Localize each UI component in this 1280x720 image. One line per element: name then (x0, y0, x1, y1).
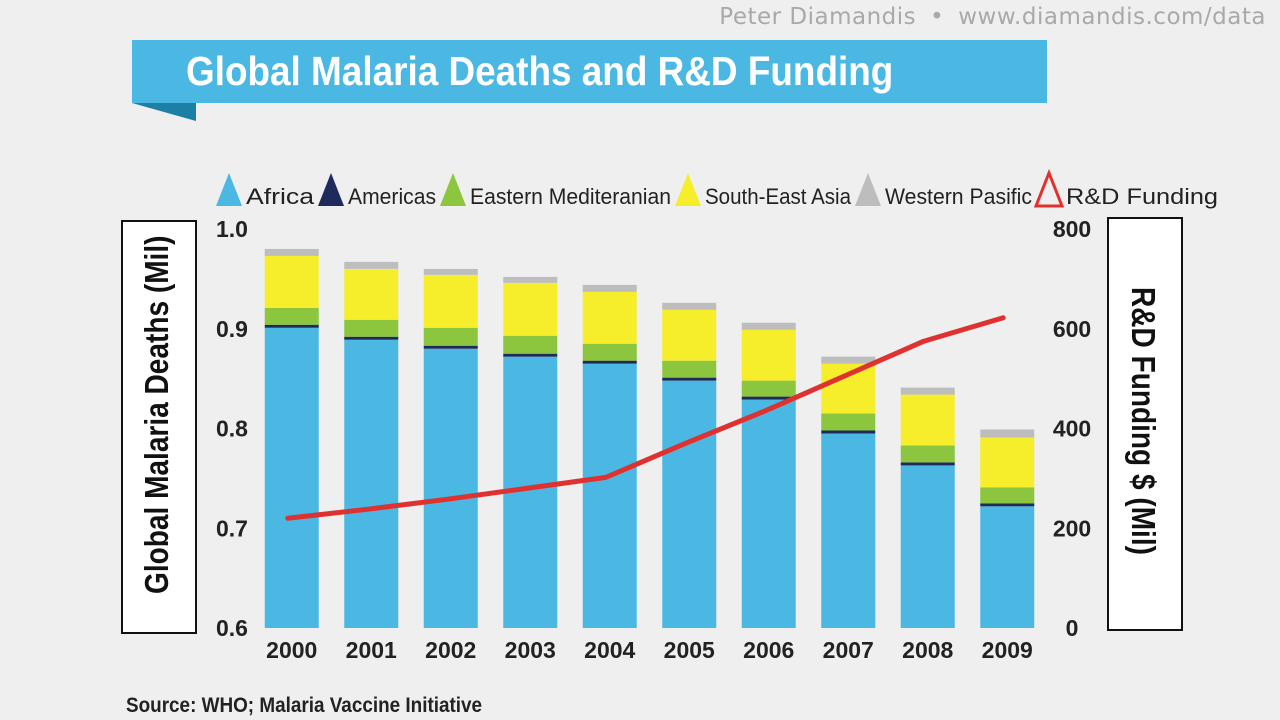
right-axis-label-box (1107, 217, 1183, 631)
bar-americas-2001 (344, 336, 399, 340)
bar-south-east-asia-2006 (741, 329, 796, 381)
bar-africa-2008 (900, 465, 955, 628)
bar-americas-2004 (582, 360, 637, 364)
bar-eastern-mediteranian-2000 (264, 307, 319, 325)
legend-marker-4 (855, 173, 881, 206)
bar-eastern-mediteranian-2006 (741, 380, 796, 397)
bar-eastern-mediteranian-2003 (503, 335, 558, 354)
bar-western-pasific-2000 (264, 248, 319, 256)
legend-label-5: R&D Funding (1066, 184, 1218, 209)
x-tick-label: 2009 (982, 637, 1033, 663)
bar-americas-2007 (821, 430, 876, 434)
bar-south-east-asia-2001 (344, 268, 399, 320)
bar-south-east-asia-2004 (582, 291, 637, 344)
bar-americas-2008 (900, 462, 955, 466)
legend-marker-5 (1033, 168, 1065, 208)
bar-western-pasific-2005 (662, 302, 717, 310)
y-right-tick-label: 0 (1066, 615, 1079, 641)
legend-marker-2 (440, 173, 466, 206)
watermark: Peter Diamandis • www.diamandis.com/data (719, 4, 1266, 30)
watermark-author: Peter Diamandis (719, 4, 917, 30)
bar-africa-2009 (980, 506, 1035, 628)
source-note: Source: WHO; Malaria Vaccine Initiative (126, 694, 483, 717)
y-tick-label: 0.8 (216, 416, 248, 442)
title-banner: Global Malaria Deaths and R&D Funding (132, 40, 1047, 103)
bar-eastern-mediteranian-2005 (662, 360, 717, 378)
legend-label-1: Americas (348, 184, 436, 209)
bar-americas-2005 (662, 377, 717, 381)
bar-americas-2006 (741, 396, 796, 400)
chart-title: Global Malaria Deaths and R&D Funding (186, 48, 894, 94)
x-tick-label: 2005 (664, 637, 715, 663)
bar-africa-2006 (741, 399, 796, 628)
watermark-url: www.diamandis.com/data (958, 4, 1266, 30)
bar-eastern-mediteranian-2004 (582, 343, 637, 361)
bar-americas-2003 (503, 353, 558, 357)
bar-south-east-asia-2000 (264, 255, 319, 308)
x-tick-label: 2007 (823, 637, 874, 663)
bar-south-east-asia-2008 (900, 394, 955, 446)
bar-western-pasific-2002 (423, 268, 478, 275)
bar-western-pasific-2007 (821, 356, 876, 364)
bar-western-pasific-2001 (344, 261, 399, 269)
bar-africa-2002 (423, 348, 478, 628)
x-tick-label: 2001 (346, 637, 397, 663)
bar-eastern-mediteranian-2007 (821, 413, 876, 431)
y-tick-label: 0.7 (216, 515, 248, 541)
y-right-tick-label: 800 (1053, 216, 1091, 242)
legend-label-3: South-East Asia (705, 184, 852, 209)
x-tick-label: 2000 (266, 637, 317, 663)
bar-americas-2000 (264, 324, 319, 328)
bar-south-east-asia-2003 (503, 282, 558, 336)
bar-eastern-mediteranian-2008 (900, 445, 955, 463)
legend-label-0: Africa (246, 184, 315, 209)
legend-marker-0 (216, 173, 242, 206)
x-tick-label: 2004 (584, 637, 635, 663)
left-axis-label-box (121, 220, 197, 634)
bar-eastern-mediteranian-2001 (344, 319, 399, 337)
bar-western-pasific-2006 (741, 322, 796, 330)
bar-south-east-asia-2005 (662, 309, 717, 361)
legend-label-2: Eastern Mediteranian (470, 184, 671, 209)
legend-marker-1 (318, 173, 344, 206)
y-right-tick-label: 200 (1053, 515, 1091, 541)
bar-south-east-asia-2002 (423, 274, 478, 328)
y-tick-label: 0.9 (216, 316, 248, 342)
y-tick-label: 0.6 (216, 615, 248, 641)
bar-eastern-mediteranian-2009 (980, 487, 1035, 504)
y-tick-label: 1.0 (216, 216, 248, 242)
bar-africa-2001 (344, 339, 399, 628)
x-tick-label: 2006 (743, 637, 794, 663)
bar-western-pasific-2009 (980, 429, 1035, 438)
bar-western-pasific-2004 (582, 284, 637, 292)
bar-africa-2004 (582, 363, 637, 628)
rd-funding-line (285, 315, 1006, 521)
legend-label-4: Western Pasific (885, 184, 1032, 209)
bar-africa-2007 (821, 433, 876, 628)
banner-fold (132, 103, 196, 121)
bar-south-east-asia-2009 (980, 437, 1035, 488)
bar-eastern-mediteranian-2002 (423, 327, 478, 346)
bar-africa-2005 (662, 380, 717, 628)
x-tick-label: 2003 (505, 637, 556, 663)
bar-south-east-asia-2007 (821, 363, 876, 414)
watermark-separator: • (930, 4, 945, 30)
bar-western-pasific-2003 (503, 276, 558, 283)
bar-western-pasific-2008 (900, 387, 955, 395)
bar-americas-2002 (423, 345, 478, 349)
y-right-tick-label: 600 (1053, 316, 1091, 342)
y-right-tick-label: 400 (1053, 416, 1091, 442)
bar-africa-2000 (264, 327, 319, 628)
x-tick-label: 2008 (902, 637, 953, 663)
legend-marker-3 (675, 173, 701, 206)
x-tick-label: 2002 (425, 637, 476, 663)
bar-americas-2009 (980, 503, 1035, 507)
